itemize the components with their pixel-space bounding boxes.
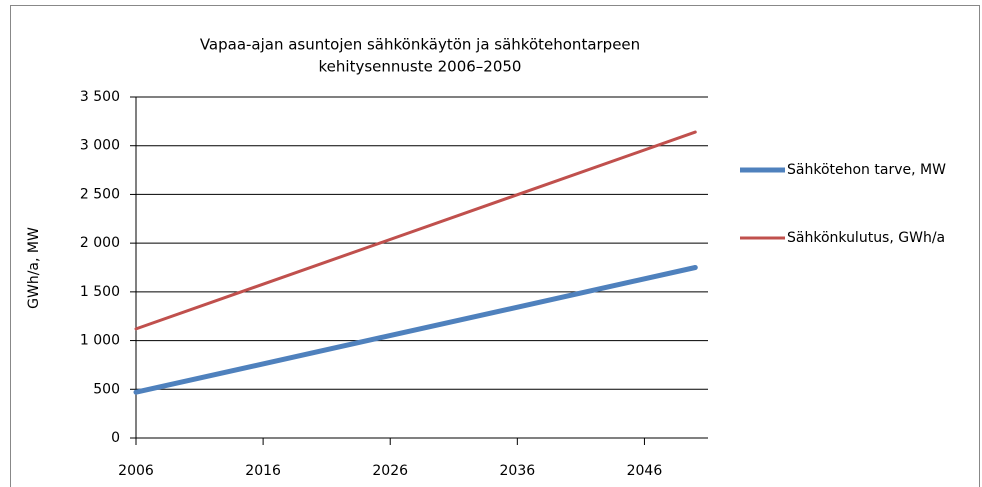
x-tick-label: 2016 (245, 463, 281, 479)
series-line (133, 265, 698, 395)
series-line (134, 130, 697, 331)
y-tick-label: 0 (111, 430, 120, 446)
chart-title: kehitysennuste 2006–2050 (319, 58, 522, 76)
y-tick-label: 1 000 (80, 333, 120, 349)
y-axis-label: GWh/a, MW (26, 227, 42, 309)
y-tick-label: 500 (93, 381, 120, 397)
legend-label: Sähkönkulutus, GWh/a (787, 230, 945, 246)
x-tick-label: 2036 (500, 463, 536, 479)
x-tick-label: 2046 (627, 463, 663, 479)
y-tick-label: 1 500 (80, 284, 120, 300)
y-tick-label: 3 500 (80, 89, 120, 105)
x-tick-label: 2006 (118, 463, 154, 479)
x-tick-label: 2026 (372, 463, 408, 479)
chart-title: Vapaa-ajan asuntojen sähkönkäytön ja säh… (200, 36, 640, 54)
y-tick-label: 2 000 (80, 235, 120, 251)
legend-label: Sähkötehon tarve, MW (787, 162, 946, 178)
y-tick-label: 3 000 (80, 138, 120, 154)
y-tick-label: 2 500 (80, 186, 120, 202)
chart-frame (10, 5, 980, 487)
